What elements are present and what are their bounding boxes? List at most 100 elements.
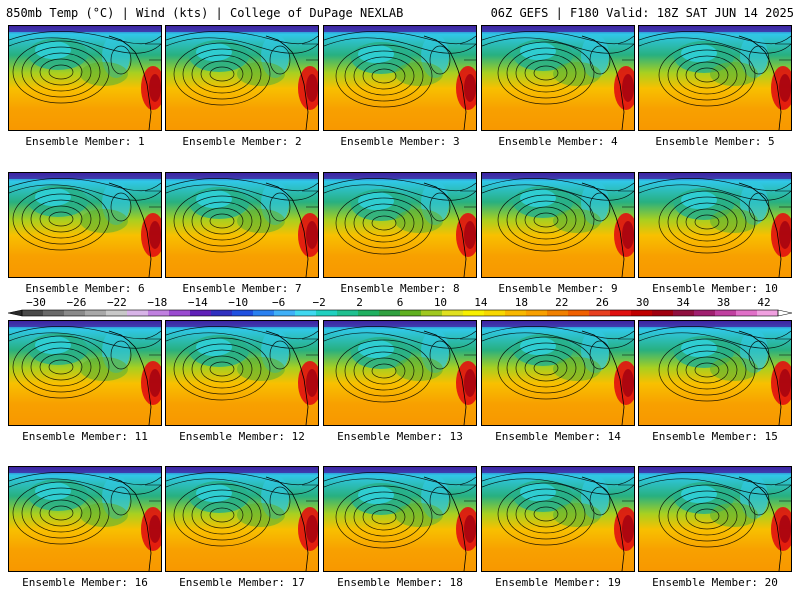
colorbar-segment xyxy=(442,310,464,316)
colorbar-segment xyxy=(547,310,569,316)
colorbar-segment xyxy=(463,310,485,316)
ensemble-map-panel xyxy=(8,466,162,572)
colorbar-tick-label: −18 xyxy=(147,296,168,309)
colorbar-segment xyxy=(673,310,695,316)
colorbar-tick-label: −22 xyxy=(106,296,127,309)
colorbar-segment xyxy=(610,310,632,316)
colorbar-segment xyxy=(505,310,527,316)
colorbar-segment xyxy=(631,310,653,316)
ensemble-member-label: Ensemble Member: 11 xyxy=(22,430,148,443)
ensemble-map-panel xyxy=(481,25,635,131)
colorbar-tick-label: −26 xyxy=(66,296,87,309)
colorbar-segment xyxy=(211,310,233,316)
ensemble-map-panel xyxy=(323,172,477,278)
colorbar-tick-label: −10 xyxy=(228,296,249,309)
colorbar-tick-label: 42 xyxy=(757,296,771,309)
colorbar-tick-label: 22 xyxy=(555,296,569,309)
ensemble-map-panel xyxy=(323,25,477,131)
ensemble-map-panel xyxy=(165,172,319,278)
colorbar-segment xyxy=(127,310,149,316)
colorbar-segment xyxy=(694,310,716,316)
colorbar-segment xyxy=(64,310,86,316)
colorbar-segment xyxy=(106,310,128,316)
ensemble-member-label: Ensemble Member: 5 xyxy=(655,135,775,148)
ensemble-member-label: Ensemble Member: 6 xyxy=(25,282,145,295)
colorbar-tick-label: 14 xyxy=(474,296,488,309)
ensemble-map-panel xyxy=(638,320,792,426)
ensemble-member-label: Ensemble Member: 8 xyxy=(340,282,460,295)
colorbar-segment xyxy=(652,310,674,316)
ensemble-member-label: Ensemble Member: 16 xyxy=(22,576,148,589)
ensemble-member-label: Ensemble Member: 12 xyxy=(179,430,305,443)
ensemble-member-label: Ensemble Member: 18 xyxy=(337,576,463,589)
colorbar-segment xyxy=(22,310,44,316)
ensemble-map-panel xyxy=(481,466,635,572)
colorbar-segment xyxy=(484,310,506,316)
colorbar-segment xyxy=(43,310,65,316)
ensemble-map-panel xyxy=(8,320,162,426)
colorbar-segment xyxy=(757,310,779,316)
ensemble-member-label: Ensemble Member: 1 xyxy=(25,135,145,148)
ensemble-member-label: Ensemble Member: 13 xyxy=(337,430,463,443)
colorbar-tick-label: −6 xyxy=(272,296,286,309)
colorbar-segment xyxy=(337,310,359,316)
colorbar-segment xyxy=(526,310,548,316)
ensemble-member-label: Ensemble Member: 7 xyxy=(182,282,302,295)
colorbar-tick-label: −30 xyxy=(26,296,46,309)
ensemble-map-panel xyxy=(8,25,162,131)
colorbar-segment xyxy=(190,310,212,316)
colorbar-segment xyxy=(715,310,737,316)
colorbar-tick-label: 18 xyxy=(514,296,528,309)
colorbar-right-arrow xyxy=(777,309,793,317)
ensemble-member-label: Ensemble Member: 10 xyxy=(652,282,778,295)
ensemble-map-panel xyxy=(8,172,162,278)
colorbar-left-arrow xyxy=(7,309,23,317)
colorbar-segment xyxy=(400,310,422,316)
colorbar-segment xyxy=(295,310,317,316)
map-title: 850mb Temp (°C) | Wind (kts) | College o… xyxy=(6,6,404,20)
colorbar-segment xyxy=(169,310,191,316)
ensemble-map-panel xyxy=(165,466,319,572)
ensemble-map-panel xyxy=(638,172,792,278)
colorbar-tick-label: 38 xyxy=(716,296,731,309)
colorbar-frame xyxy=(21,309,779,317)
ensemble-member-label: Ensemble Member: 14 xyxy=(495,430,621,443)
ensemble-map-panel xyxy=(638,25,792,131)
ensemble-member-label: Ensemble Member: 15 xyxy=(652,430,778,443)
ensemble-map-panel xyxy=(481,320,635,426)
colorbar-segment xyxy=(379,310,401,316)
colorbar-tick-label: 2 xyxy=(356,296,363,309)
colorbar-segment xyxy=(736,310,758,316)
ensemble-map-panel xyxy=(165,320,319,426)
colorbar-tick-label: 34 xyxy=(676,296,690,309)
colorbar-tick-label: 10 xyxy=(433,296,448,309)
colorbar-segment xyxy=(148,310,170,316)
colorbar-segment xyxy=(316,310,338,316)
ensemble-member-label: Ensemble Member: 2 xyxy=(182,135,302,148)
colorbar-tick-label: −2 xyxy=(312,296,326,309)
colorbar-segment xyxy=(589,310,611,316)
temperature-colorbar xyxy=(7,309,793,317)
colorbar-segment xyxy=(85,310,107,316)
colorbar-tick-label: 26 xyxy=(595,296,609,309)
run-valid-time: 06Z GEFS | F180 Valid: 18Z SAT JUN 14 20… xyxy=(490,6,794,20)
ensemble-member-label: Ensemble Member: 19 xyxy=(495,576,621,589)
ensemble-map-panel xyxy=(323,320,477,426)
colorbar-segment xyxy=(421,310,443,316)
colorbar-tick-label: 30 xyxy=(636,296,650,309)
ensemble-member-label: Ensemble Member: 20 xyxy=(652,576,778,589)
ensemble-map-panel xyxy=(165,25,319,131)
ensemble-map-panel xyxy=(481,172,635,278)
ensemble-member-label: Ensemble Member: 9 xyxy=(498,282,618,295)
colorbar-segment xyxy=(232,310,254,316)
colorbar-tick-label: 6 xyxy=(396,296,404,309)
ensemble-member-label: Ensemble Member: 4 xyxy=(498,135,618,148)
ensemble-map-panel xyxy=(323,466,477,572)
ensemble-map-panel xyxy=(638,466,792,572)
ensemble-member-label: Ensemble Member: 17 xyxy=(179,576,305,589)
ensemble-member-label: Ensemble Member: 3 xyxy=(340,135,460,148)
colorbar-segment xyxy=(358,310,380,316)
colorbar-segment xyxy=(568,310,590,316)
colorbar-tick-label: −14 xyxy=(187,296,208,309)
colorbar-segment xyxy=(274,310,296,316)
